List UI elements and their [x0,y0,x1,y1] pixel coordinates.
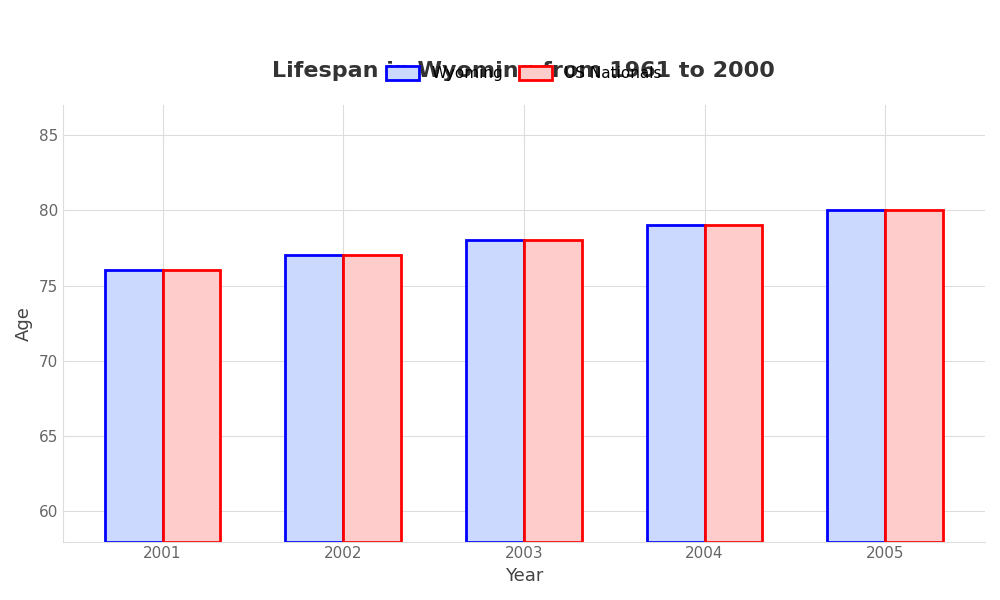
Title: Lifespan in Wyoming from 1961 to 2000: Lifespan in Wyoming from 1961 to 2000 [272,61,775,81]
Bar [524,241,582,542]
Bar [885,210,943,542]
Bar [343,256,401,542]
Bar [705,225,762,542]
Bar [647,225,705,542]
Y-axis label: Age: Age [15,306,33,341]
Bar [105,271,163,542]
Bar [285,256,343,542]
Bar [827,210,885,542]
X-axis label: Year: Year [505,567,543,585]
Bar [163,271,220,542]
Legend: Wyoming, US Nationals: Wyoming, US Nationals [380,60,668,88]
Bar [466,241,524,542]
